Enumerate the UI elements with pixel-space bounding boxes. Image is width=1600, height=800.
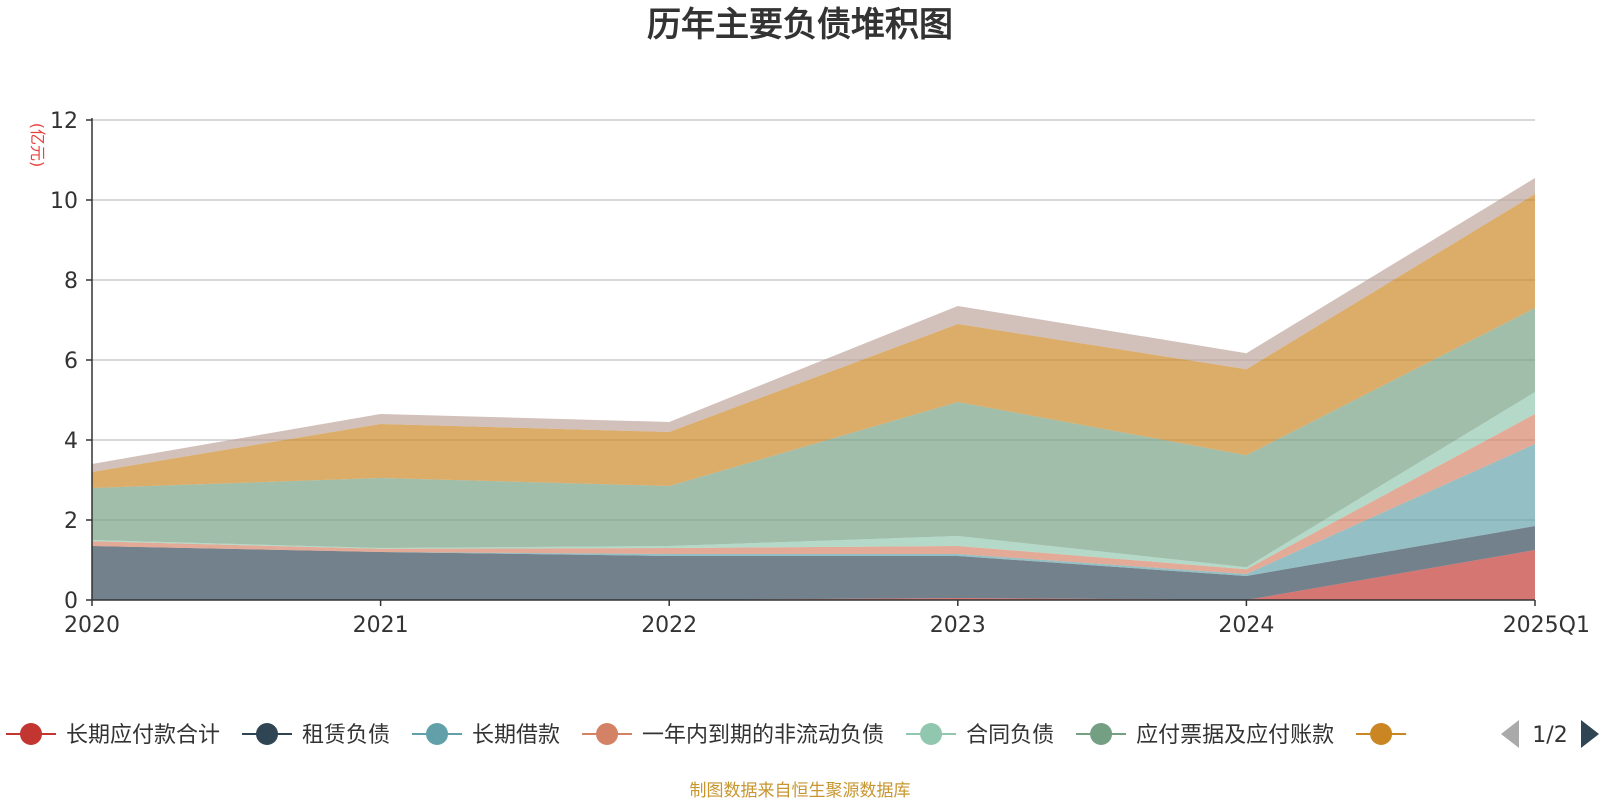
legend-label-5: 合同负债 <box>966 723 1054 748</box>
y-tick-label-8: 8 <box>64 269 78 294</box>
legend-marker-icon-6 <box>1090 723 1113 745</box>
legend-pager: 1/2 <box>1501 720 1599 748</box>
legend-page-indicator: 1/2 <box>1532 723 1567 748</box>
legend-marker-icon-1 <box>20 723 42 745</box>
x-tick-label-2021: 2021 <box>353 613 409 638</box>
legend-next-page-icon[interactable] <box>1581 720 1599 748</box>
data-source-note: 制图数据来自恒生聚源数据库 <box>690 781 911 800</box>
y-tick-label-4: 4 <box>64 429 78 454</box>
legend-marker-icon-3 <box>426 723 449 745</box>
legend-marker-icon-5 <box>920 723 943 745</box>
legend-label-6: 应付票据及应付账款 <box>1136 723 1334 748</box>
y-tick-label-10: 10 <box>50 189 78 214</box>
legend-label-4: 一年内到期的非流动负债 <box>642 723 884 748</box>
legend-label-1: 长期应付款合计 <box>66 723 220 748</box>
x-tick-label-2023: 2023 <box>930 613 986 638</box>
legend-item-3[interactable]: 长期借款 <box>412 723 560 748</box>
area-series-6[interactable] <box>92 308 1535 568</box>
x-tick-label-2022: 2022 <box>641 613 697 638</box>
legend-marker-icon-2 <box>256 723 279 745</box>
legend: 长期应付款合计 租赁负债 长期借款 一年内到期的非流动负债 合同负债 应付票据及应付账款 <box>6 723 1407 748</box>
y-tick-label-2: 2 <box>64 509 78 534</box>
legend-item-6[interactable]: 应付票据及应付账款 <box>1076 723 1334 748</box>
y-axis-unit-label: (亿元) <box>28 123 47 168</box>
legend-item-5[interactable]: 合同负债 <box>906 723 1054 748</box>
legend-item-4[interactable]: 一年内到期的非流动负债 <box>582 723 884 748</box>
legend-item-7[interactable] <box>1356 723 1407 745</box>
y-tick-label-12: 12 <box>50 109 78 134</box>
legend-marker-icon-7 <box>1370 723 1393 745</box>
y-tick-label-6: 6 <box>64 349 78 374</box>
legend-label-3: 长期借款 <box>472 723 560 748</box>
legend-marker-icon-4 <box>596 723 619 745</box>
x-tick-label-2024: 2024 <box>1218 613 1274 638</box>
area-series-1[interactable] <box>92 550 1535 600</box>
legend-label-2: 租赁负债 <box>302 723 390 748</box>
area-series-7[interactable] <box>92 194 1535 488</box>
x-tick-label-2025Q1: 2025Q1 <box>1503 613 1590 638</box>
x-tick-label-2020: 2020 <box>64 613 120 638</box>
legend-item-1[interactable]: 长期应付款合计 <box>6 723 220 748</box>
area-series-2[interactable] <box>92 526 1535 600</box>
area-series-layer <box>92 178 1535 600</box>
chart-title: 历年主要负债堆积图 <box>647 5 953 45</box>
axes: 0 2 4 6 8 10 12 2020 2021 2022 2023 2024 2025Q1 <box>50 109 1590 638</box>
y-tick-label-0: 0 <box>64 589 78 614</box>
legend-item-2[interactable]: 租赁负债 <box>242 723 390 748</box>
legend-prev-page-icon[interactable] <box>1501 720 1519 748</box>
area-series-8[interactable] <box>92 178 1535 472</box>
